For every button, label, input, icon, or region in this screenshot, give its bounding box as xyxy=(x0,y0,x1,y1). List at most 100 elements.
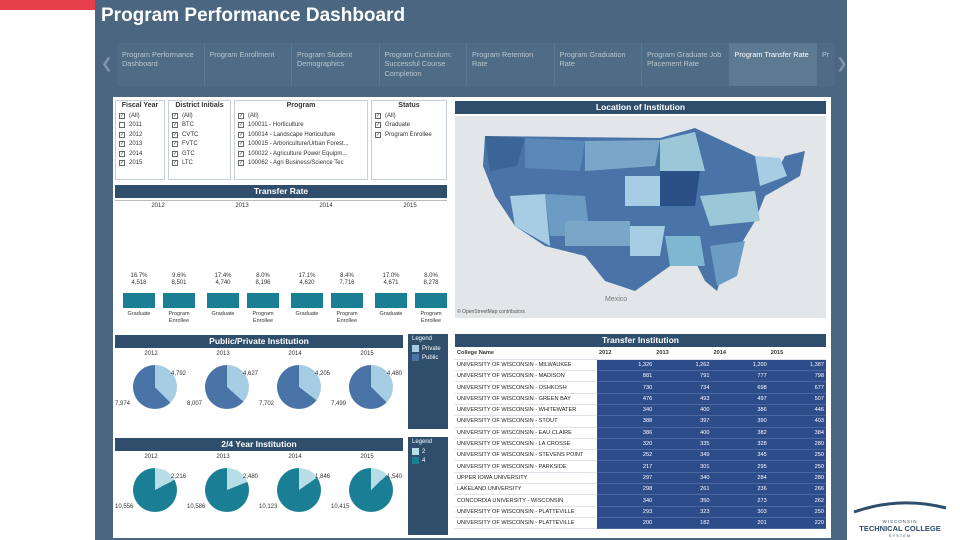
filter-option[interactable]: ✓ Program Enrollee xyxy=(375,131,432,138)
year-label: 2012 xyxy=(144,454,158,460)
red-accent-bar xyxy=(0,0,95,10)
transfer-inst-table: College Name 2012 2013 2014 2015 UNIVERS… xyxy=(455,348,826,530)
pie-chart[interactable] xyxy=(205,468,249,512)
pie-chart[interactable] xyxy=(133,365,177,409)
program-filter[interactable]: Program ✓ (All) ✓ 100011 - Horticulture ✓ 1… xyxy=(234,100,368,180)
filter-option[interactable]: ✓ (All) xyxy=(375,112,396,119)
option-label: Program Enrollee xyxy=(385,131,432,138)
usa-map[interactable]: Mexico © OpenStreetMap contributors xyxy=(455,116,826,318)
chevron-right-icon[interactable]: ❯ xyxy=(836,55,848,71)
transfer-bar[interactable] xyxy=(415,293,447,308)
filter-option[interactable]: ✓ 100062 - Agri Business/Science Tec xyxy=(238,160,344,167)
location-map[interactable]: Mexico © OpenStreetMap contributors xyxy=(455,116,826,318)
table-row[interactable]: UNIVERSITY OF WISCONSIN - STEVENS POINT 2… xyxy=(455,449,826,462)
transfer-bar[interactable] xyxy=(163,293,195,308)
filter-option[interactable]: ✓ (All) xyxy=(119,112,140,119)
college-name: LAKELAND UNIVERSITY xyxy=(455,483,597,496)
transfer-bar[interactable] xyxy=(375,293,407,308)
transfer-count: 476 xyxy=(597,393,655,405)
tab-curriculum[interactable]: Program Curriculum: Successful Course Co… xyxy=(379,43,467,86)
transfer-count: 323 xyxy=(654,506,712,518)
pie-chart[interactable] xyxy=(133,468,177,512)
state-shape xyxy=(660,132,705,171)
bar-pct: 9.6% xyxy=(172,273,186,279)
table-row[interactable]: UNIVERSITY OF WISCONSIN - STOUT 388 397 390… xyxy=(455,415,826,428)
filter-option[interactable]: ✓ BTC xyxy=(172,122,194,129)
table-row[interactable]: UNIVERSITY OF WISCONSIN - PLATTEVILLE 293… xyxy=(455,506,826,518)
transfer-bar[interactable] xyxy=(331,293,363,308)
transfer-bar[interactable] xyxy=(291,293,323,308)
table-row[interactable]: UNIVERSITY OF WISCONSIN - MILWAUKEE 1,326… xyxy=(455,359,826,372)
table-row[interactable]: UNIVERSITY OF WISCONSIN - EAU CLAIRE 386 4… xyxy=(455,427,826,439)
table-row[interactable]: UPPER IOWA UNIVERSITY 297 340 284 280 xyxy=(455,472,826,485)
transfer-count: 328 xyxy=(711,438,769,451)
bar-x-label: Program Enrollee xyxy=(252,311,274,324)
transfer-count: 261 xyxy=(654,483,712,496)
table-row[interactable]: UNIVERSITY OF WISCONSIN - MADISON 881 791 7… xyxy=(455,370,826,383)
table-row[interactable]: UNIVERSITY OF WISCONSIN - PARKSIDE 217 301… xyxy=(455,460,826,473)
transfer-count: 295 xyxy=(711,460,769,473)
tab-overflow[interactable]: Pr xyxy=(817,43,835,86)
table-row[interactable]: UNIVERSITY OF WISCONSIN - GREEN BAY 476 49… xyxy=(455,393,826,405)
tab-performance[interactable]: Program Performance Dashboard xyxy=(117,43,205,86)
filter-option[interactable]: ✓ CVTC xyxy=(172,131,199,138)
filter-option[interactable]: ✓ FVTC xyxy=(172,141,198,148)
filter-option[interactable]: ✓ GTC xyxy=(172,150,195,157)
filter-option[interactable]: ✓ 2014 xyxy=(119,150,143,157)
pie-right-value: 4,205 xyxy=(315,371,331,377)
pie-left-value: 10,556 xyxy=(115,504,134,510)
filter-option[interactable]: ✓ LTC xyxy=(172,160,193,167)
tab-graduation[interactable]: Program Graduation Rate xyxy=(554,43,642,86)
filter-option[interactable]: ✓ (All) xyxy=(172,112,193,119)
chevron-left-icon[interactable]: ❮ xyxy=(101,55,113,71)
fiscal-year-filter[interactable]: Fiscal Year ✓ (All) 2011 ✓ 2012 ✓ 2013 ✓ 201… xyxy=(115,100,165,180)
table-row[interactable]: LAKELAND UNIVERSITY 298 261 236 266 xyxy=(455,483,826,496)
table-row[interactable]: UNIVERSITY OF WISCONSIN - WHITEWATER 340 4… xyxy=(455,404,826,417)
two-four-chart: 2012 10,556 2,216 2013 10,586 2,480 2014 10,123… xyxy=(115,452,403,536)
filter-option[interactable]: ✓ 2015 xyxy=(119,160,143,167)
table-row[interactable]: UNIVERSITY OF WISCONSIN - OSHKOSH 730 734 6… xyxy=(455,381,826,394)
year-label: 2012 xyxy=(144,351,158,357)
college-name: CONCORDIA UNIVERSITY - WISCONSIN xyxy=(455,494,597,507)
filter-option[interactable]: ✓ Graduate xyxy=(375,122,411,129)
state-shape xyxy=(510,194,550,246)
district-filter[interactable]: District Initials ✓ (All) ✓ BTC ✓ CVTC ✓ FVT… xyxy=(168,100,231,180)
logo-line2: TECHNICAL COLLEGE xyxy=(859,524,941,533)
status-filter[interactable]: Status ✓ (All) ✓ Graduate ✓ Program Enrolle… xyxy=(371,100,447,180)
tab-enrollment[interactable]: Program Enrollment xyxy=(204,43,292,86)
col-header: 2013 xyxy=(654,348,712,360)
transfer-bar[interactable] xyxy=(123,293,155,308)
table-row[interactable]: UNIVERSITY OF WISCONSIN - LA CROSSE 320 33… xyxy=(455,438,826,451)
filter-option[interactable]: ✓ 100014 - Landscape Horticulture xyxy=(238,131,336,138)
option-label: (All) xyxy=(385,112,396,119)
college-name: UNIVERSITY OF WISCONSIN - PARKSIDE xyxy=(455,460,597,473)
pie-chart[interactable] xyxy=(277,365,321,409)
filter-option[interactable]: ✓ 100015 - Arboriculture/Urban Forest... xyxy=(238,141,349,148)
transfer-count: 349 xyxy=(654,449,712,462)
legend-swatch xyxy=(412,448,419,455)
table-row[interactable]: CONCORDIA UNIVERSITY - WISCONSIN 340 350 27… xyxy=(455,494,826,507)
transfer-bar[interactable] xyxy=(247,293,279,308)
pie-chart[interactable] xyxy=(205,365,249,409)
table-row[interactable]: UNIVERSITY OF WISCONSIN - PLATTEVILLE 200… xyxy=(455,517,826,530)
filter-option[interactable]: ✓ 100011 - Horticulture xyxy=(238,122,304,129)
tab-bar: Program Performance Dashboard Program En… xyxy=(117,43,835,86)
filter-option[interactable]: ✓ (All) xyxy=(238,112,259,119)
year-label: 2015 xyxy=(360,351,374,357)
legend-title: Legend xyxy=(412,336,433,342)
filter-option[interactable]: 2011 xyxy=(116,121,164,131)
tab-job-placement[interactable]: Program Graduate Job Placement Rate xyxy=(642,43,730,86)
transfer-bar[interactable] xyxy=(207,293,239,308)
filter-option[interactable]: ✓ 100022 - Agriculture Power Equipm... xyxy=(238,150,348,157)
tab-retention[interactable]: Program Retention Rate xyxy=(467,43,555,86)
filter-option[interactable]: ✓ 2013 xyxy=(119,141,143,148)
tab-transfer[interactable]: Program Transfer Rate xyxy=(729,43,817,86)
pie-chart[interactable] xyxy=(349,365,393,409)
pie-chart[interactable] xyxy=(349,468,393,512)
transfer-count: 340 xyxy=(597,494,655,507)
tab-demographics[interactable]: Program Student Demographics xyxy=(292,43,380,86)
filter-option[interactable]: ✓ 2012 xyxy=(119,131,143,138)
pie-chart[interactable] xyxy=(277,468,321,512)
transfer-count: 677 xyxy=(768,381,826,394)
state-shape xyxy=(485,136,525,171)
